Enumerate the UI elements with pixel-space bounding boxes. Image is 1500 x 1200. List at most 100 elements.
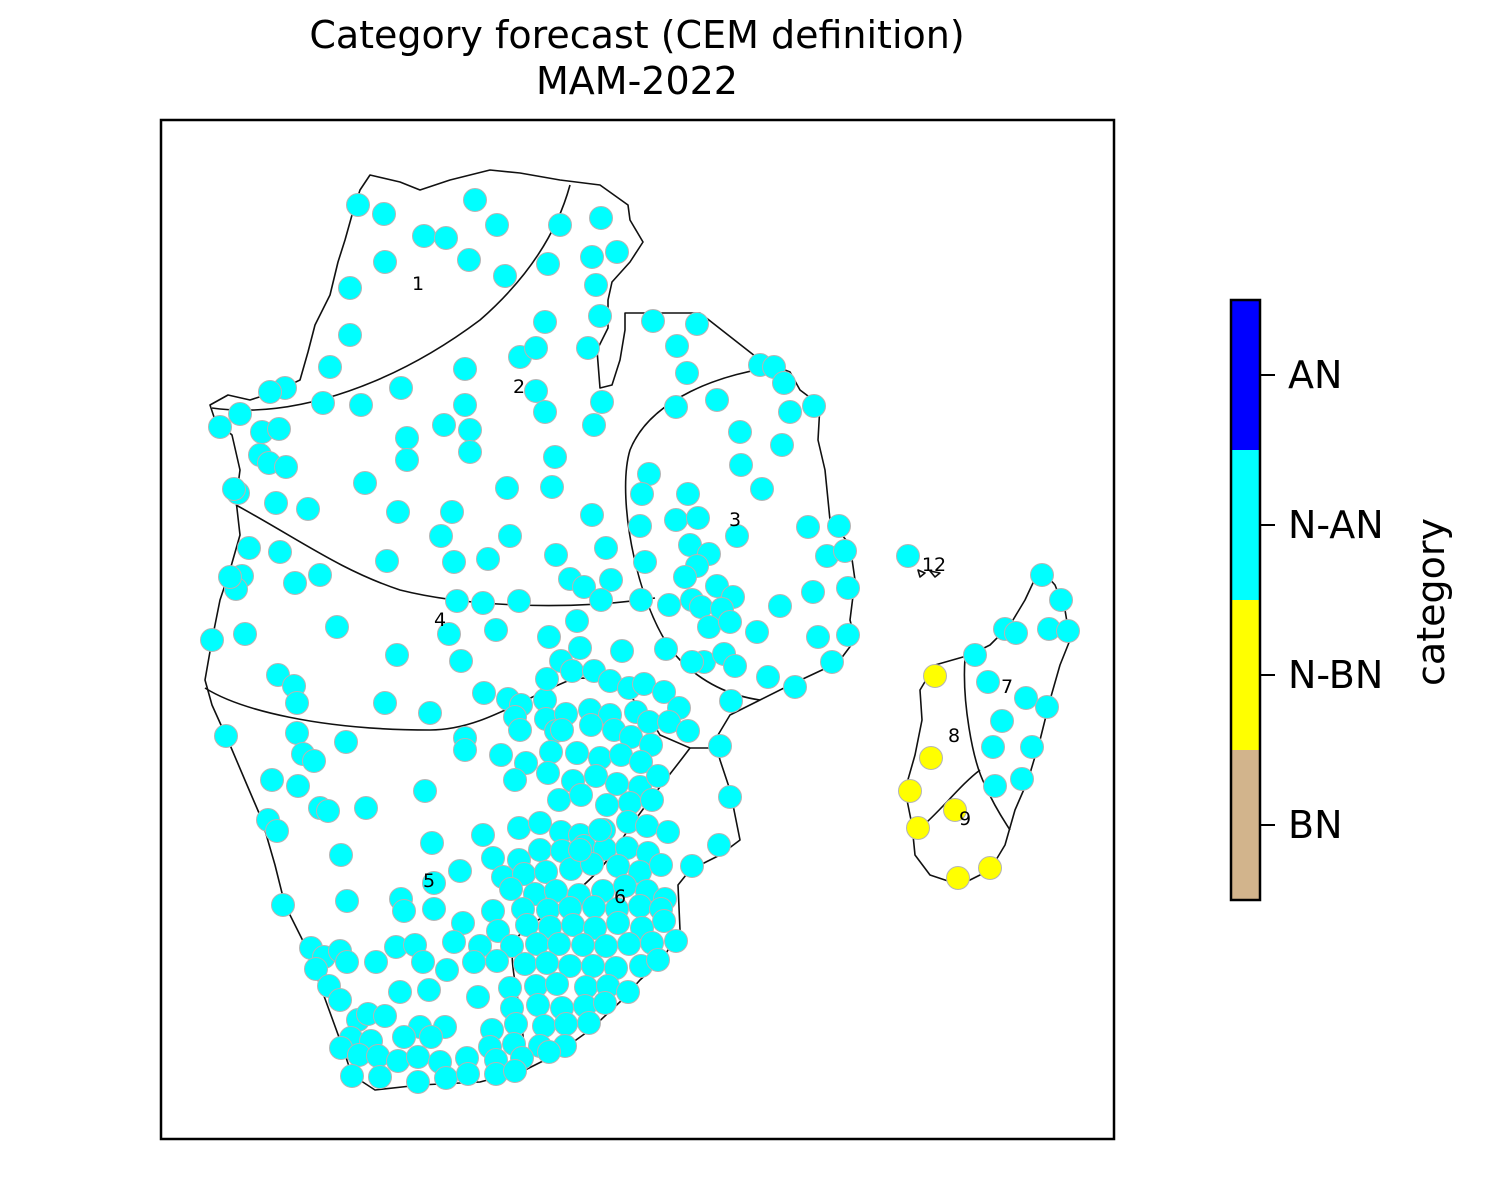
station-marker-n-an: [429, 524, 453, 548]
station-marker-n-an: [697, 615, 721, 639]
station-marker-n-an: [340, 1064, 364, 1088]
station-marker-n-an: [707, 833, 731, 857]
colorbar-frame: [1229, 298, 1262, 902]
station-marker-n-an: [296, 497, 320, 521]
station-marker-n-an: [218, 565, 242, 589]
station-marker-n-bn: [919, 746, 943, 770]
station-marker-n-an: [485, 213, 509, 237]
region-label-2: 2: [513, 376, 525, 398]
station-marker-n-an: [745, 620, 769, 644]
station-marker-n-bn: [906, 816, 930, 840]
station-marker-n-an: [368, 1065, 392, 1089]
station-marker-n-an: [432, 413, 456, 437]
colorbar-segment-an: [1231, 300, 1260, 450]
station-marker-n-an: [514, 751, 538, 775]
station-marker-n-an: [214, 724, 238, 748]
station-marker-n-an: [685, 312, 709, 336]
station-marker-n-an: [486, 919, 510, 943]
colorbar-label-n-bn: N-BN: [1288, 653, 1383, 697]
station-marker-n-an: [547, 788, 571, 812]
station-marker-n-an: [540, 475, 564, 499]
station-marker-n-an: [550, 718, 574, 742]
station-marker-n-an: [802, 394, 826, 418]
station-marker-n-an: [222, 477, 246, 501]
station-marker-n-an: [571, 933, 595, 957]
station-marker-n-an: [580, 503, 604, 527]
station-marker-n-an: [375, 549, 399, 573]
station-marker-n-an: [283, 571, 307, 595]
station-marker-n-an: [417, 978, 441, 1002]
station-marker-n-an: [654, 637, 678, 661]
station-marker-n-an: [395, 448, 419, 472]
station-marker-n-an: [532, 1014, 556, 1038]
station-marker-n-an: [308, 563, 332, 587]
station-marker-n-an: [568, 636, 592, 660]
colorbar-segment-bn: [1231, 750, 1260, 900]
station-marker-n-an: [422, 897, 446, 921]
station-marker-n-an: [366, 1044, 390, 1068]
station-marker-n-an: [449, 649, 473, 673]
station-marker-n-an: [582, 413, 606, 437]
station-marker-n-an: [981, 735, 1005, 759]
station-marker-n-an: [208, 415, 232, 439]
station-marker-n-an: [411, 950, 435, 974]
station-marker-n-an: [705, 388, 729, 412]
station-marker-n-an: [200, 628, 224, 652]
station-marker-n-an: [582, 895, 606, 919]
station-marker-n-an: [504, 1012, 528, 1036]
station-marker-n-an: [285, 691, 309, 715]
station-marker-n-an: [386, 500, 410, 524]
station-marker-n-an: [976, 670, 1000, 694]
station-marker-n-an: [640, 788, 664, 812]
station-marker-n-bn: [978, 856, 1002, 880]
station-marker-n-an: [990, 709, 1014, 733]
station-marker-n-an: [412, 224, 436, 248]
station-marker-n-an: [537, 1040, 561, 1064]
station-marker-n-an: [594, 934, 618, 958]
station-marker-n-an: [723, 654, 747, 678]
station-marker-n-an: [801, 580, 825, 604]
station-marker-n-an: [718, 610, 742, 634]
station-marker-n-an: [462, 950, 486, 974]
station-marker-n-bn: [946, 866, 970, 890]
station-marker-n-an: [646, 764, 670, 788]
station-marker-n-an: [599, 568, 623, 592]
station-marker-n-an: [548, 213, 572, 237]
station-marker-n-an: [536, 252, 560, 276]
station-marker-n-an: [386, 1049, 410, 1073]
region-label-9: 9: [959, 808, 971, 830]
station-marker-n-an: [820, 650, 844, 674]
station-marker-n-an: [458, 440, 482, 464]
station-marker-n-an: [406, 1070, 430, 1094]
station-marker-n-an: [349, 393, 373, 417]
station-marker-n-an: [568, 838, 592, 862]
station-marker-n-an: [335, 889, 359, 913]
station-marker-n-an: [338, 323, 362, 347]
region-label-1: 1: [412, 273, 424, 295]
region-label-12: 12: [922, 554, 946, 576]
station-marker-n-an: [963, 643, 987, 667]
station-marker-n-an: [471, 591, 495, 615]
region-label-4: 4: [434, 609, 446, 631]
station-marker-n-an: [1056, 619, 1080, 643]
colorbar-segment-n-bn: [1231, 600, 1260, 750]
station-marker-n-an: [395, 426, 419, 450]
station-marker-n-an: [708, 734, 732, 758]
station-marker-n-an: [413, 779, 437, 803]
station-marker-n-an: [354, 796, 378, 820]
station-marker-n-an: [456, 1062, 480, 1086]
station-marker-n-an: [656, 820, 680, 844]
station-marker-n-an: [628, 894, 652, 918]
station-marker-n-an: [536, 761, 560, 785]
station-marker-n-an: [778, 400, 802, 424]
station-marker-n-an: [593, 991, 617, 1015]
station-marker-n-an: [673, 565, 697, 589]
station-marker-n-an: [554, 1012, 578, 1036]
station-marker-n-an: [589, 588, 613, 612]
station-marker-n-an: [472, 681, 496, 705]
station-marker-n-an: [442, 930, 466, 954]
region-label-3: 3: [729, 509, 741, 531]
station-marker-n-an: [543, 445, 567, 469]
station-marker-n-an: [1049, 588, 1073, 612]
region-label-8: 8: [948, 725, 960, 747]
